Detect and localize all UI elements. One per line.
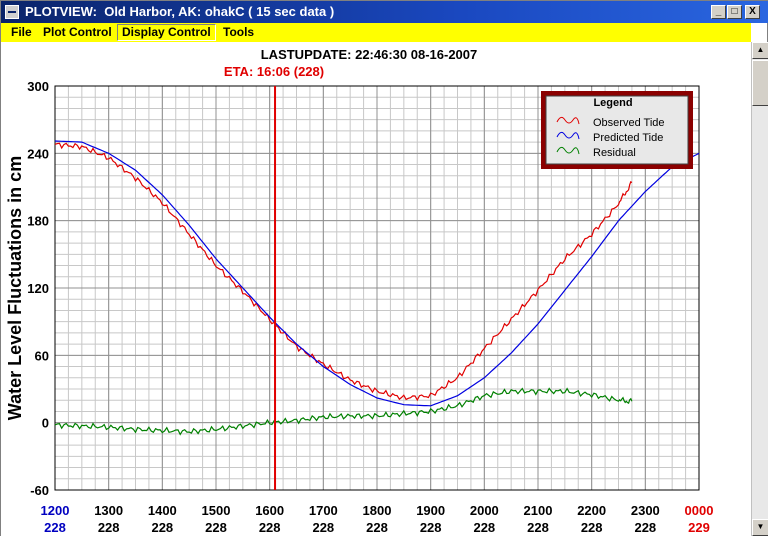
x-tick-time-label: 1800 [363, 503, 392, 518]
x-tick-day-label: 228 [581, 520, 603, 535]
y-tick-label: 240 [27, 146, 49, 161]
plot-area: 300 240 180 120 60 0 -60 1200 228 1300 228 1400 228… [1, 42, 751, 536]
maximize-button[interactable]: □ [727, 5, 742, 19]
close-button[interactable]: X [745, 5, 760, 19]
x-tick-day-label: 228 [420, 520, 442, 535]
x-tick-time-label: 0000 [685, 503, 714, 518]
x-tick-day-label: 228 [205, 520, 227, 535]
scrollbar-thumb[interactable] [752, 60, 768, 106]
scroll-down-arrow-icon[interactable]: ▼ [752, 519, 768, 536]
x-tick-day-label: 228 [527, 520, 549, 535]
y-tick-label: 60 [35, 348, 49, 363]
x-tick-time-label: 2100 [524, 503, 553, 518]
legend-swatch-2 [556, 131, 580, 140]
y-tick-label: 300 [27, 79, 49, 94]
legend-title: Legend [593, 97, 632, 109]
window-title: PLOTVIEW: Old Harbor, AK: ohakC ( 15 sec… [25, 4, 335, 19]
menu-display-control[interactable]: Display Control [117, 24, 216, 41]
vertical-scrollbar[interactable]: ▲ ▼ [751, 42, 768, 536]
legend-entry-label: Observed Tide [593, 117, 665, 129]
x-tick-time-label: 1500 [202, 503, 231, 518]
x-tick-day-label: 228 [634, 520, 656, 535]
x-tick-day-label: 228 [366, 520, 388, 535]
legend-swatch-3 [556, 146, 580, 155]
predicted-tide-line [54, 140, 700, 407]
observed-tide-line [54, 142, 633, 402]
x-tick-time-label: 1600 [255, 503, 284, 518]
x-tick-day-label: 228 [259, 520, 281, 535]
x-tick-time-label: 2200 [577, 503, 606, 518]
residual-line [54, 387, 633, 436]
menu-file[interactable]: File [11, 25, 32, 39]
menu-plot-control[interactable]: Plot Control [43, 25, 112, 39]
legend: Legend Observed Tide Predicted Tide Residu… [541, 91, 693, 169]
y-tick-label: 180 [27, 214, 49, 229]
y-tick-label: -60 [30, 483, 49, 498]
x-tick-day-label: 228 [312, 520, 334, 535]
x-tick-time-label: 1700 [309, 503, 338, 518]
x-tick-day-label: 228 [473, 520, 495, 535]
y-axis-label: Water Level Fluctuations in cm [5, 156, 25, 420]
x-tick-time-label: 1400 [148, 503, 177, 518]
x-tick-time-label: 2000 [470, 503, 499, 518]
legend-entry-label: Predicted Tide [593, 132, 663, 144]
plot-frame [54, 85, 700, 491]
minimize-button[interactable]: _ [711, 5, 726, 19]
app-icon[interactable] [5, 5, 19, 19]
scroll-up-arrow-icon[interactable]: ▲ [752, 42, 768, 59]
legend-entry-label: Residual [593, 147, 636, 159]
tide-chart: 300 240 180 120 60 0 -60 1200 228 1300 228 1400 228… [5, 47, 714, 535]
title-bar[interactable]: PLOTVIEW: Old Harbor, AK: ohakC ( 15 sec… [1, 1, 768, 23]
x-tick-day-label: 228 [44, 520, 66, 535]
x-tick-time-label: 1900 [416, 503, 445, 518]
legend-swatch-1 [556, 116, 580, 125]
x-tick-time-label: 2300 [631, 503, 660, 518]
x-tick-time-label: 1200 [41, 503, 70, 518]
menu-tools[interactable]: Tools [223, 25, 255, 39]
x-tick-day-label: 228 [151, 520, 173, 535]
x-tick-day-label: 229 [688, 520, 710, 535]
x-tick-day-label: 228 [98, 520, 120, 535]
x-tick-time-label: 1300 [94, 503, 123, 518]
eta-text: ETA: 16:06 (228) [224, 64, 324, 79]
menu-bar: File Plot Control Display Control Tools [1, 23, 751, 42]
y-tick-label: 0 [42, 416, 49, 431]
y-tick-label: 120 [27, 281, 49, 296]
last-update-text: LASTUPDATE: 22:46:30 08-16-2007 [261, 47, 478, 62]
